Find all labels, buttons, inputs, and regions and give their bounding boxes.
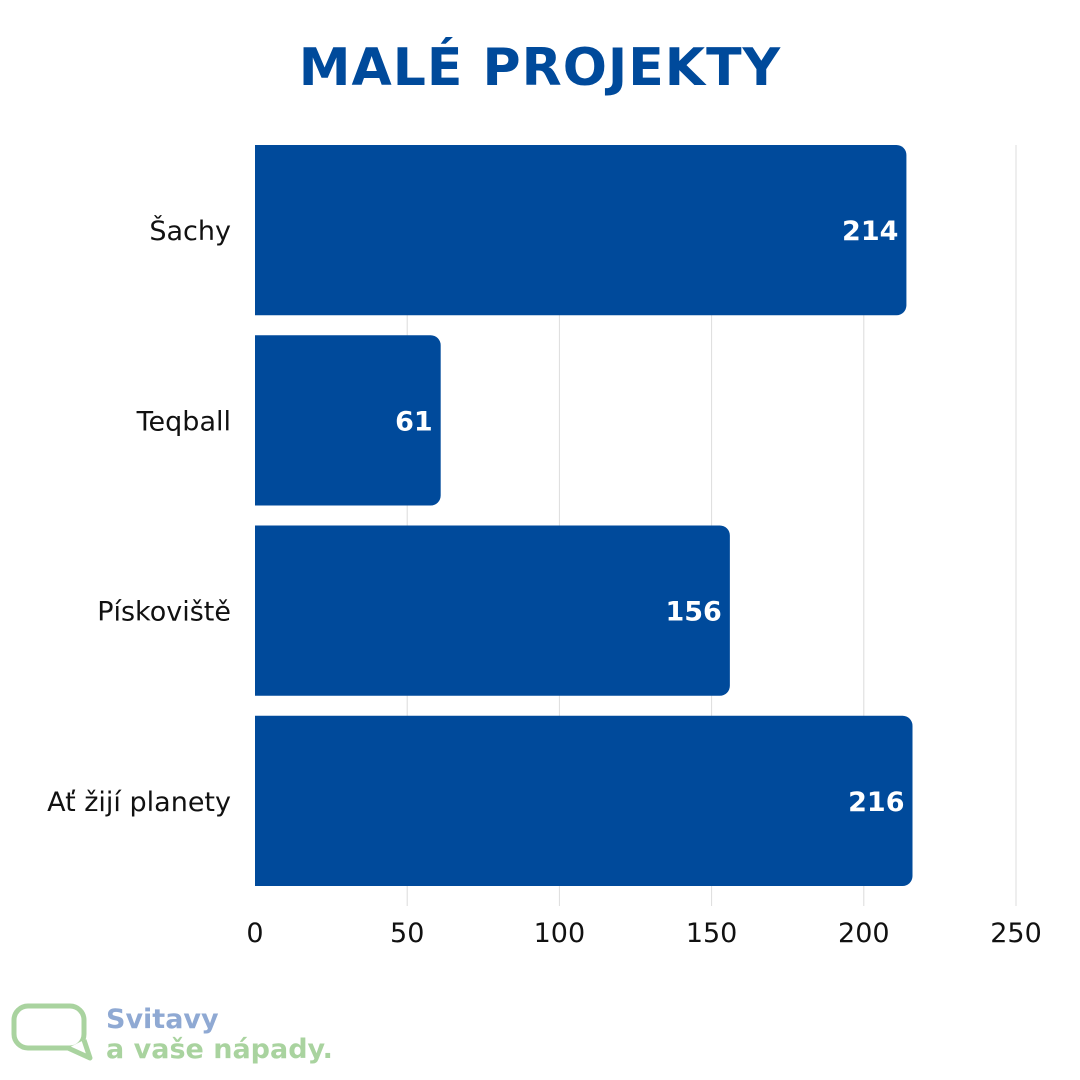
data-label: 216 [848, 787, 904, 818]
x-tick-label: 200 [838, 918, 890, 949]
bar [255, 335, 441, 506]
x-tick-label: 150 [686, 918, 738, 949]
category-label: Teqball [136, 406, 231, 437]
x-tick-label: 250 [990, 918, 1042, 949]
chart-title: MALÉ PROJEKTY [298, 38, 782, 98]
speech-bubble-icon [11, 1003, 93, 1061]
category-label: Ať žijí planety [47, 787, 231, 818]
data-label: 214 [842, 216, 898, 247]
labels: 0 50 100 150 200 250 214 Šachy 61 Teqball 156 Písko… [47, 215, 1042, 949]
logo-text-line2: a vaše nápady. [106, 1034, 333, 1065]
category-label: Šachy [149, 215, 231, 247]
bar-chart: 0 50 100 150 200 250 214 Šachy 61 Teqball 156 Písko… [47, 145, 1042, 949]
bars [255, 145, 913, 886]
brand-logo: Svitavy a vaše nápady. [8, 1000, 348, 1070]
bar [255, 525, 730, 696]
bar [255, 715, 913, 886]
data-label: 156 [665, 597, 721, 628]
logo-text-line1: Svitavy [106, 1004, 219, 1035]
category-label: Pískoviště [97, 597, 231, 628]
bar [255, 145, 907, 316]
x-tick-label: 100 [534, 918, 586, 949]
x-tick-label: 50 [390, 918, 424, 949]
data-label: 61 [395, 406, 433, 437]
x-tick-label: 0 [246, 918, 263, 949]
